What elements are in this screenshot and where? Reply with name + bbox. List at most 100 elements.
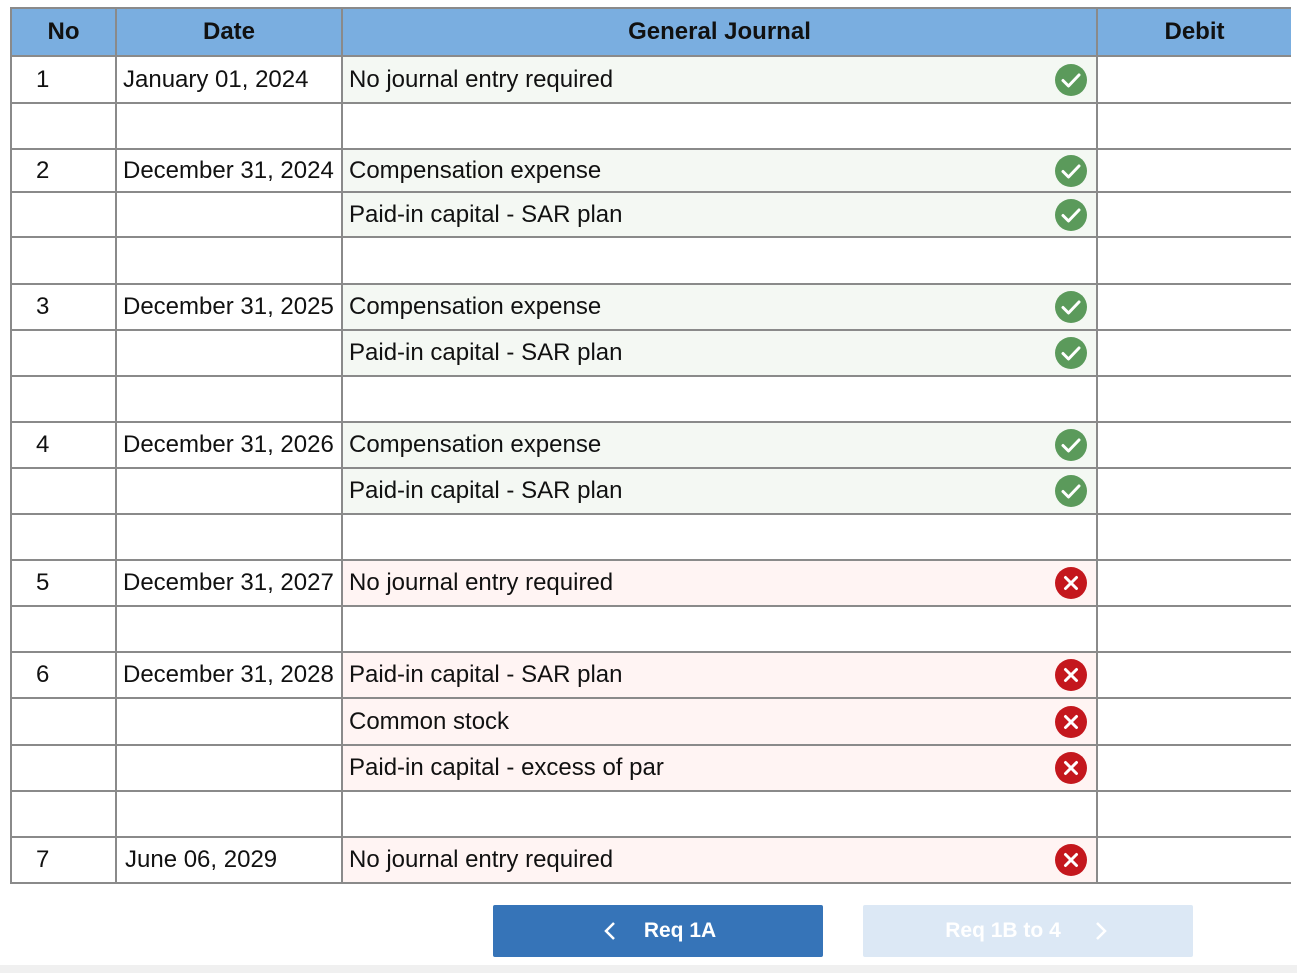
journal-cell: Compensation expense xyxy=(343,423,1098,469)
no-cell xyxy=(10,792,117,838)
no-cell xyxy=(10,331,117,377)
next-button[interactable]: Req 1B to 4 xyxy=(863,905,1193,957)
date-cell: December 31, 2024 xyxy=(117,150,343,193)
no-cell: 5 xyxy=(10,561,117,607)
account-name: Paid-in capital - SAR plan xyxy=(349,339,623,366)
no-cell: 2 xyxy=(10,150,117,193)
account-name: Paid-in capital - SAR plan xyxy=(349,200,623,228)
debit-cell xyxy=(1098,792,1291,838)
debit-cell xyxy=(1098,423,1291,469)
no-cell: 4 xyxy=(10,423,117,469)
debit-cell xyxy=(1098,515,1291,561)
cross-icon xyxy=(1055,752,1087,784)
next-button-label: Req 1B to 4 xyxy=(945,919,1061,942)
journal-cell xyxy=(343,377,1098,423)
account-name: Compensation expense xyxy=(349,431,602,458)
chevron-right xyxy=(1095,922,1107,940)
account-name: Paid-in capital - excess of par xyxy=(349,754,664,781)
no-cell xyxy=(10,104,117,150)
date-cell xyxy=(117,699,343,746)
check-icon xyxy=(1055,429,1087,461)
journal-cell xyxy=(343,515,1098,561)
no-cell xyxy=(10,746,117,792)
account-name: Compensation expense xyxy=(349,293,602,320)
no-cell xyxy=(10,377,117,423)
debit-cell xyxy=(1098,331,1291,377)
journal-cell: Compensation expense xyxy=(343,285,1098,331)
date-cell: June 06, 2029 xyxy=(117,838,343,884)
journal-cell: No journal entry required xyxy=(343,838,1098,884)
date-cell: December 31, 2026 xyxy=(117,423,343,469)
debit-cell xyxy=(1098,57,1291,104)
date-cell xyxy=(117,331,343,377)
cross-icon xyxy=(1055,844,1087,876)
no-cell xyxy=(10,193,117,238)
date-cell xyxy=(117,746,343,792)
date-cell xyxy=(117,193,343,238)
cross-icon xyxy=(1055,705,1087,738)
debit-cell xyxy=(1098,377,1291,423)
prev-button[interactable]: Req 1A xyxy=(493,905,823,957)
date-cell: December 31, 2025 xyxy=(117,285,343,331)
no-cell: 3 xyxy=(10,285,117,331)
column-header: No xyxy=(10,7,117,57)
debit-cell xyxy=(1098,653,1291,699)
debit-cell xyxy=(1098,285,1291,331)
debit-cell xyxy=(1098,238,1291,285)
account-name: No journal entry required xyxy=(349,846,614,873)
date-cell xyxy=(117,238,343,285)
journal-cell xyxy=(343,607,1098,653)
debit-cell xyxy=(1098,699,1291,746)
date-cell xyxy=(117,515,343,561)
footer-strip xyxy=(0,965,1297,973)
date-cell xyxy=(117,469,343,515)
chevron-left xyxy=(604,922,615,940)
account-name: Paid-in capital - SAR plan xyxy=(349,661,623,688)
account-name: No journal entry required xyxy=(349,569,614,596)
date-cell: December 31, 2028 xyxy=(117,653,343,699)
account-name: Compensation expense xyxy=(349,156,602,184)
journal-cell xyxy=(343,238,1098,285)
cross-icon xyxy=(1055,567,1087,599)
account-name: Paid-in capital - SAR plan xyxy=(349,477,623,504)
debit-cell xyxy=(1098,838,1291,884)
no-cell: 7 xyxy=(10,838,117,884)
debit-cell xyxy=(1098,607,1291,653)
journal-cell xyxy=(343,792,1098,838)
account-name: No journal entry required xyxy=(349,65,614,93)
date-cell xyxy=(117,104,343,150)
debit-cell xyxy=(1098,104,1291,150)
column-header: Date xyxy=(117,7,343,57)
journal-cell: Paid-in capital - SAR plan xyxy=(343,331,1098,377)
date-cell xyxy=(117,792,343,838)
journal-cell: Common stock xyxy=(343,699,1098,746)
debit-cell xyxy=(1098,469,1291,515)
no-cell: 6 xyxy=(10,653,117,699)
no-cell xyxy=(10,515,117,561)
journal-cell: Paid-in capital - SAR plan xyxy=(343,193,1098,238)
no-cell xyxy=(10,607,117,653)
journal-cell: Paid-in capital - SAR plan xyxy=(343,469,1098,515)
check-icon xyxy=(1055,63,1087,96)
check-icon xyxy=(1055,475,1087,507)
check-icon xyxy=(1055,291,1087,323)
date-cell: December 31, 2027 xyxy=(117,561,343,607)
cross-icon xyxy=(1055,659,1087,691)
date-cell: January 01, 2024 xyxy=(117,57,343,104)
prev-button-label: Req 1A xyxy=(643,919,717,942)
debit-cell xyxy=(1098,746,1291,792)
account-name: Common stock xyxy=(349,707,510,735)
journal-cell: No journal entry required xyxy=(343,57,1098,104)
debit-cell xyxy=(1098,193,1291,238)
journal-cell xyxy=(343,104,1098,150)
check-icon xyxy=(1055,337,1087,369)
date-cell xyxy=(117,377,343,423)
journal-cell: Paid-in capital - excess of par xyxy=(343,746,1098,792)
column-header: General Journal xyxy=(343,7,1098,57)
column-header: Debit xyxy=(1098,7,1291,57)
no-cell xyxy=(10,238,117,285)
no-cell: 1 xyxy=(10,57,117,104)
debit-cell xyxy=(1098,150,1291,193)
no-cell xyxy=(10,469,117,515)
